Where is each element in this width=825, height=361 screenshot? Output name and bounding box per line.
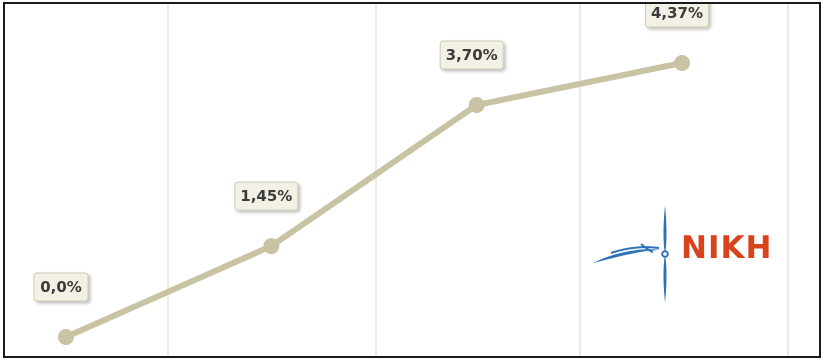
logo-text: NIKH [681, 230, 773, 266]
data-point [263, 238, 280, 255]
data-labels: 0,0% 1,45% 3,70% 4,37% [33, 4, 709, 302]
data-label-text: 0,0% [40, 278, 82, 296]
data-label-box [439, 40, 504, 70]
data-point [674, 55, 690, 71]
line-chart: 0,0% 1,45% 3,70% 4,37% [33, 4, 789, 356]
data-label-box [33, 272, 89, 302]
data-label-text: 3,70% [446, 46, 498, 64]
nikh-logo: NIKH [591, 204, 791, 304]
data-point [468, 97, 485, 114]
data-label: 4,37% [645, 4, 709, 28]
series-layer [58, 55, 690, 345]
data-label: 3,70% [439, 40, 504, 70]
wind-turbine-icon [593, 206, 669, 302]
data-label-text: 1,45% [240, 187, 292, 205]
data-label-box [645, 4, 709, 28]
data-label: 1,45% [234, 181, 299, 211]
chart-frame: 0,0% 1,45% 3,70% 4,37% NIKH [3, 2, 821, 358]
data-label-box [234, 181, 299, 211]
series-line [63, 60, 685, 340]
data-point [58, 329, 74, 345]
grid-lines [167, 4, 789, 356]
data-label-text: 4,37% [651, 4, 703, 22]
data-label: 0,0% [33, 272, 89, 302]
